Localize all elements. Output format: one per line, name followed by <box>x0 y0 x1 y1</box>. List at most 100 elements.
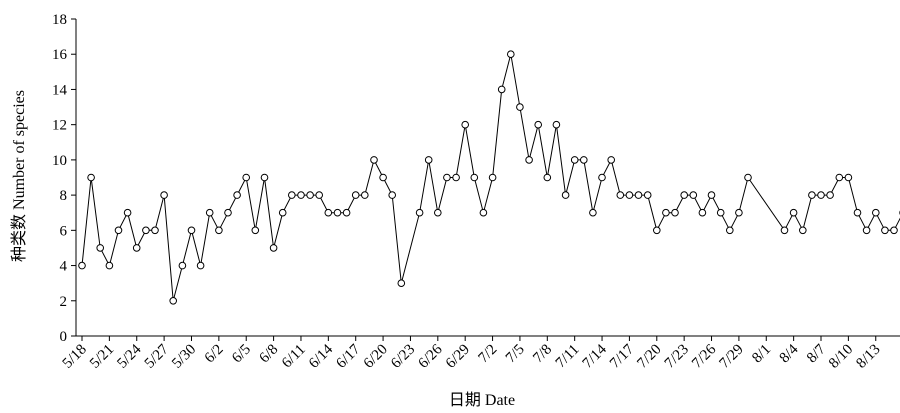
y-tick-label: 6 <box>60 223 68 239</box>
data-point <box>634 191 643 199</box>
data-point <box>160 191 168 199</box>
data-point <box>589 208 597 217</box>
y-tick-label: 16 <box>52 47 68 63</box>
data-point <box>278 208 287 217</box>
y-tick-label: 10 <box>52 153 67 169</box>
x-axis-title: 日期 Date <box>449 391 515 409</box>
x-tick-label: 7/8 <box>530 342 555 367</box>
data-point <box>607 156 616 164</box>
data-point <box>269 244 278 252</box>
y-tick-label: 0 <box>60 329 68 345</box>
data-point <box>260 173 269 182</box>
y-tick-label: 2 <box>60 294 68 310</box>
data-point <box>881 226 889 235</box>
data-point <box>689 191 698 199</box>
data-point <box>707 191 716 199</box>
data-point <box>488 173 497 182</box>
data-point <box>817 191 825 199</box>
x-tick-label: 6/11 <box>279 342 309 372</box>
data-point <box>288 191 296 199</box>
x-tick-label: 7/29 <box>717 342 747 372</box>
data-point <box>224 208 232 217</box>
y-tick-label: 18 <box>52 12 67 28</box>
data-point <box>643 191 652 199</box>
data-point <box>87 173 95 182</box>
data-point <box>671 208 679 217</box>
data-point <box>872 208 880 217</box>
data-point <box>434 208 442 217</box>
x-tick-label: 7/14 <box>580 341 611 372</box>
data-point <box>242 173 250 182</box>
data-point <box>726 226 734 235</box>
data-point <box>835 173 844 182</box>
y-axis: 0 2 4 6 8 10 12 14 16 18 <box>52 12 77 345</box>
data-point <box>844 173 853 182</box>
data-point <box>388 191 397 199</box>
data-point <box>561 191 570 199</box>
x-tick-label: 6/5 <box>229 342 254 367</box>
x-tick-label: 7/26 <box>689 341 720 372</box>
data-point <box>297 191 305 199</box>
data-point <box>780 226 789 235</box>
data-point <box>625 191 634 199</box>
data-point <box>306 191 314 199</box>
x-tick-label: 6/23 <box>388 342 418 372</box>
data-point <box>96 244 104 252</box>
data-point <box>205 208 214 217</box>
data-point <box>552 120 561 129</box>
x-tick-label: 6/14 <box>306 341 337 372</box>
data-point <box>534 120 543 129</box>
data-point <box>370 156 378 164</box>
data-point <box>142 226 150 235</box>
data-point <box>351 191 360 199</box>
x-tick-label: 8/1 <box>749 342 774 367</box>
data-point <box>251 226 260 235</box>
data-point <box>415 208 424 217</box>
data-point <box>653 226 661 235</box>
data-point <box>187 226 196 235</box>
data-point <box>470 173 479 182</box>
x-tick-label: 7/17 <box>607 341 638 372</box>
data-point <box>333 208 342 217</box>
x-tick-label: 6/2 <box>202 342 227 367</box>
data-point <box>808 191 816 199</box>
data-point <box>598 173 606 182</box>
data-point <box>443 173 451 182</box>
data-point <box>516 103 524 111</box>
data-point <box>662 208 670 217</box>
data-point <box>744 173 752 182</box>
data-point <box>169 297 177 305</box>
data-point <box>379 173 387 182</box>
data-point <box>342 208 351 217</box>
y-tick-label: 12 <box>52 118 67 134</box>
data-point <box>424 156 433 164</box>
x-tick-label: 5/21 <box>87 342 117 372</box>
x-tick-label: 8/4 <box>777 341 802 366</box>
data-point <box>315 191 324 199</box>
x-tick-label: 7/11 <box>553 342 583 372</box>
x-tick-label: 8/10 <box>826 342 856 372</box>
data-point <box>132 244 141 252</box>
data-point <box>789 208 798 217</box>
data-point <box>105 261 114 270</box>
data-point <box>114 226 123 235</box>
data-point <box>698 208 707 217</box>
data-point <box>479 208 488 217</box>
data-point <box>178 261 187 270</box>
data-point <box>123 208 132 217</box>
data-point <box>616 191 625 199</box>
data-point <box>497 85 506 94</box>
x-tick-label: 5/18 <box>60 342 90 372</box>
data-point <box>890 226 898 235</box>
data-point <box>799 226 807 235</box>
y-tick-label: 14 <box>52 82 68 98</box>
data-point <box>452 173 460 182</box>
y-tick-label: 8 <box>60 188 68 204</box>
data-point <box>853 208 862 217</box>
data-point <box>580 156 588 164</box>
data-point <box>680 191 689 199</box>
data-point <box>397 279 406 288</box>
data-point <box>461 120 470 129</box>
data-point <box>78 261 86 270</box>
